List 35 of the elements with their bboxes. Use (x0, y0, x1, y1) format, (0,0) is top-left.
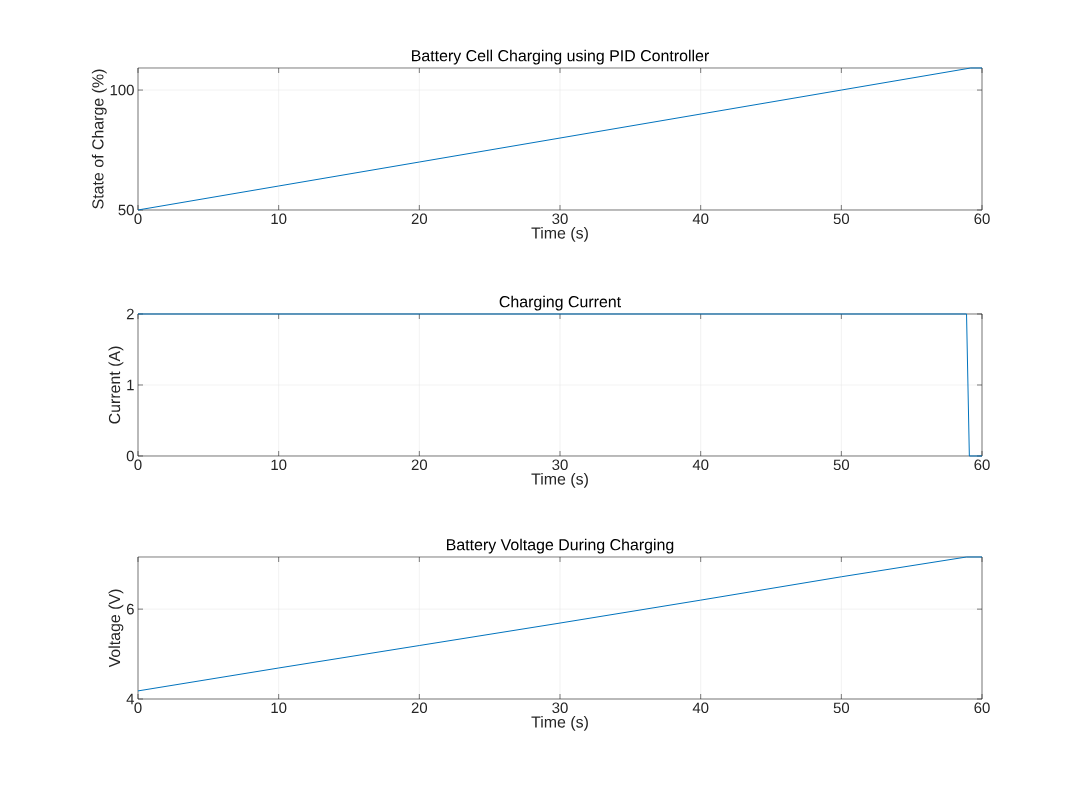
x-axis-title: Time (s) (531, 472, 588, 488)
x-tick-label: 10 (271, 213, 287, 225)
y-axis-title: State of Charge (%) (91, 69, 107, 209)
y-tick-label: 6 (126, 603, 134, 615)
y-axis-title: Voltage (V) (108, 589, 124, 668)
x-tick-label: 60 (974, 213, 990, 225)
chart-title: Battery Voltage During Charging (447, 538, 674, 554)
y-tick-label: 1 (127, 379, 134, 391)
x-tick-label: 40 (692, 459, 709, 471)
chart-title: Battery Cell Charging using PID Controller (412, 49, 709, 65)
y-tick-label: 100 (110, 84, 134, 96)
y-tick-label: 50 (118, 204, 134, 216)
x-tick-label: 10 (271, 702, 287, 714)
x-tick-label: 50 (833, 213, 850, 225)
line-series (137, 556, 983, 692)
y-axis-title: Current (A) (108, 346, 124, 424)
x-tick-label: 60 (974, 459, 990, 471)
y-tick-label: 2 (126, 308, 134, 320)
x-tick-label: 10 (271, 459, 287, 471)
chart-title: Charging Current (499, 295, 621, 311)
x-tick-label: 30 (552, 459, 568, 471)
y-tick-label: 4 (126, 693, 135, 705)
x-tick-label: 30 (552, 213, 568, 225)
y-tick-label: 0 (126, 450, 134, 462)
x-axis-title: Time (s) (531, 715, 588, 731)
x-tick-label: 40 (692, 702, 709, 714)
x-tick-label: 60 (974, 702, 990, 714)
x-tick-label: 50 (833, 702, 850, 714)
x-tick-label: 30 (552, 702, 568, 714)
x-tick-label: 40 (692, 213, 709, 225)
x-tick-label: 20 (411, 459, 428, 471)
x-axis-title: Time (s) (531, 226, 588, 242)
x-tick-label: 50 (833, 459, 850, 471)
x-tick-label: 20 (411, 213, 428, 225)
x-tick-label: 20 (411, 702, 428, 714)
